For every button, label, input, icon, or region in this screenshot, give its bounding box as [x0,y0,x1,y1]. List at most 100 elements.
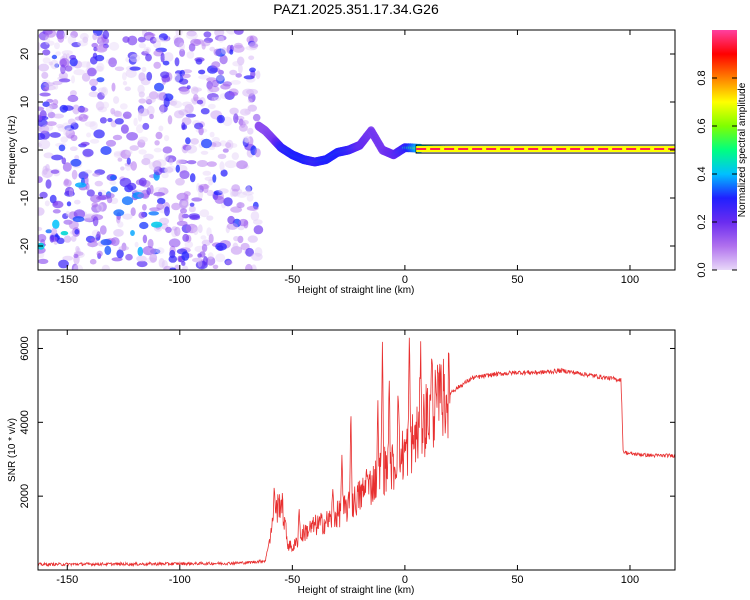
noise-blob [255,70,261,80]
x-tick-label: 50 [511,274,523,286]
noise-blob [233,236,240,242]
noise-blob [122,81,128,86]
noise-blob [138,149,147,155]
noise-blob [158,125,164,132]
noise-blob [136,124,144,134]
x-tick-label: -150 [56,574,78,586]
noise-blob [162,146,173,154]
noise-blob [73,253,79,259]
noise-blob [244,135,250,144]
noise-blob [53,113,64,119]
noise-blob [185,137,191,145]
noise-blob [141,66,147,73]
noise-blob [57,34,65,43]
noise-blob [168,238,181,248]
noise-blob [38,142,43,148]
noise-blob [63,235,72,243]
noise-blob [120,149,131,159]
noise-blob [38,139,51,150]
noise-blob [90,56,98,65]
noise-blob [56,124,64,129]
noise-blob [52,99,59,106]
noise-blob [155,131,163,140]
noise-blob [70,134,78,142]
noise-blob [89,258,97,265]
noise-blob [82,36,89,44]
spectrogram-y-ticks: -20 -10 0 10 20 [19,48,675,254]
spectrogram-x-ticks: -150 -100 -50 0 50 100 [56,30,639,286]
noise-blob [52,80,63,86]
noise-blob [183,191,191,197]
noise-blob [246,194,254,202]
noise-blob [46,121,57,126]
noise-blob [178,212,184,222]
noise-blob [239,120,246,128]
noise-blob [179,88,190,95]
noise-blob [247,136,254,147]
noise-blob [163,265,172,270]
noise-blob [141,158,151,166]
noise-blob [237,56,245,66]
noise-blob [250,211,260,221]
noise-blob [163,153,169,162]
colorbar-tick-label: 0.6 [696,118,708,133]
noise-blob [129,145,139,151]
noise-blob [61,157,67,165]
x-tick-label: 0 [402,574,408,586]
noise-blob [75,245,80,253]
noise-blob [92,172,101,177]
noise-blob [211,136,220,144]
noise-blob [242,88,255,97]
noise-blob [249,67,256,73]
noise-blob [68,188,74,198]
noise-blob [102,30,110,40]
noise-blob [214,30,221,35]
y-tick-label: 0 [19,147,31,153]
noise-blob [58,71,68,80]
noise-blob [69,90,77,97]
noise-blob [207,93,219,101]
noise-blob [206,189,214,197]
noise-blob [208,85,220,93]
noise-blob [92,216,99,227]
noise-blob [61,122,71,131]
noise-blob [138,108,150,117]
noise-blob [185,144,198,154]
noise-blob [39,191,48,199]
noise-blob [151,221,163,228]
y-tick-label: -20 [19,238,31,254]
noise-blob [110,108,116,115]
noise-blob [86,189,95,197]
noise-blob [175,164,180,173]
noise-blob [220,47,227,55]
noise-blob [89,138,100,144]
noise-blob [252,219,263,225]
noise-blob [77,107,89,113]
noise-blob [214,195,225,204]
noise-blob [189,173,196,183]
noise-blob [142,204,147,211]
noise-blob [74,229,80,235]
noise-blob [137,112,143,122]
x-tick-label: 0 [402,274,408,286]
noise-blob [247,235,258,243]
noise-blob [226,222,238,230]
noise-blob [212,264,219,269]
noise-blob [244,108,251,115]
noise-blob [125,68,137,78]
noise-blob [120,166,125,171]
noise-blob [137,139,146,148]
noise-blob [100,146,112,155]
noise-blob [216,74,225,82]
noise-blob [41,168,54,179]
noise-blob [121,196,134,206]
noise-blob [107,117,113,123]
noise-blob [184,103,194,114]
noise-blob [122,213,133,220]
noise-blob [45,179,52,189]
noise-blob [253,225,264,235]
noise-blob [196,99,204,105]
noise-blob [159,104,165,115]
spectrogram-x-label: Height of straight line (km) [298,285,415,296]
